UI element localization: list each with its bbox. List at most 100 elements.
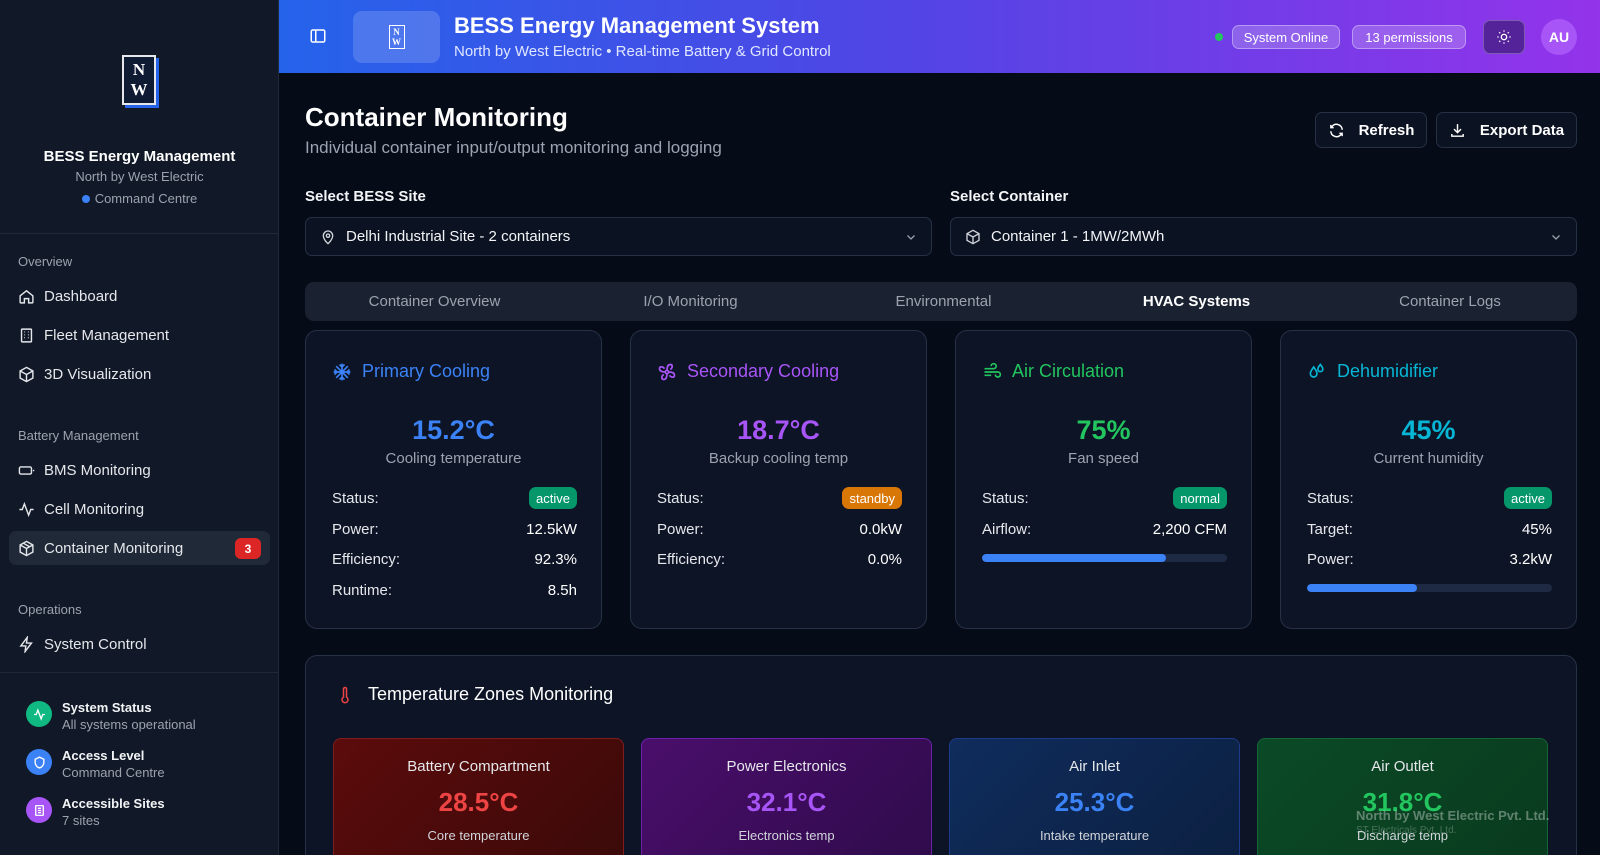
tab-container-logs[interactable]: Container Logs: [1399, 293, 1501, 310]
sidebar-item-label: BMS Monitoring: [44, 461, 151, 479]
tab-io-monitoring[interactable]: I/O Monitoring: [643, 293, 738, 310]
access-level-info: Access Level Command Centre: [26, 747, 165, 781]
card-value: 18.7°C: [737, 415, 820, 445]
zones-title: Temperature Zones Monitoring: [336, 684, 613, 705]
brand-block: N W BESS Energy Management North by West…: [0, 0, 279, 234]
power-row: Power: 0.0kW: [657, 518, 902, 540]
card-value: 15.2°C: [412, 415, 495, 445]
row-label: Power:: [332, 520, 379, 538]
user-avatar[interactable]: AU: [1541, 19, 1577, 55]
air-circulation-card: Air Circulation 75% Fan speed Status: nor…: [955, 330, 1252, 629]
tab-hvac-systems[interactable]: HVAC Systems: [1142, 293, 1251, 310]
page-title: Container Monitoring: [305, 102, 568, 132]
fan-speed-progress-bar: [982, 554, 1227, 562]
zone-name: Battery Compartment: [407, 758, 550, 775]
zone-name: Power Electronics: [726, 758, 847, 775]
sun-icon: [1497, 30, 1511, 44]
watermark-line: North by West Electric Pvt. Ltd.: [1356, 808, 1550, 823]
row-value: 8.5h: [547, 581, 577, 599]
status-badge: active: [529, 487, 577, 509]
airflow-row: Airflow: 2,200 CFM: [982, 518, 1227, 540]
status-row: Status: active: [332, 487, 577, 509]
status-row: Status: active: [1307, 487, 1552, 509]
row-label: Efficiency:: [657, 550, 726, 568]
row-value: 12.5kW: [526, 520, 577, 538]
row-value: 0.0%: [867, 550, 902, 568]
sidebar-item-label: Cell Monitoring: [44, 500, 145, 518]
status-badge: normal: [1173, 487, 1227, 509]
refresh-label: Refresh: [1358, 121, 1415, 139]
card-value: 45%: [1401, 415, 1456, 445]
logo-letter-n: N: [393, 27, 400, 37]
sidebar-item-label: 3D Visualization: [44, 365, 152, 383]
container-select[interactable]: Container 1 - 1MW/2MWh: [950, 217, 1577, 256]
card-value: 75%: [1076, 415, 1131, 445]
card-value-label: Backup cooling temp: [708, 450, 849, 467]
status-badge: active: [1504, 487, 1552, 509]
temperature-zones-panel: Temperature Zones Monitoring Battery Com…: [305, 655, 1577, 855]
tab-container-overview[interactable]: Container Overview: [368, 293, 501, 310]
footer-title: Access Level: [62, 748, 145, 763]
page-subtitle: Individual container input/output monito…: [305, 138, 722, 157]
status-badge: standby: [842, 487, 902, 509]
sidebar-item-label: Fleet Management: [44, 326, 170, 344]
system-online-badge: System Online: [1232, 25, 1340, 49]
card-value-label: Current humidity: [1373, 450, 1484, 467]
zone-value: 31.8°C: [1362, 787, 1443, 817]
zone-value: 32.1°C: [746, 787, 827, 817]
card-title-label: Dehumidifier: [1337, 361, 1439, 381]
sidebar-item-cell-monitoring[interactable]: Cell Monitoring: [9, 492, 270, 526]
chevron-down-icon: [907, 235, 915, 240]
activity-icon: [19, 501, 34, 517]
permissions-badge: 13 permissions: [1352, 25, 1466, 49]
sidebar-item-3d-visualization[interactable]: 3D Visualization: [9, 357, 270, 391]
building-icon: [20, 327, 33, 343]
wind-icon: [984, 362, 1002, 378]
row-label: Status:: [657, 489, 704, 507]
sidebar-toggle-icon[interactable]: [309, 27, 327, 45]
system-status-info: System Status All systems operational: [26, 699, 196, 733]
notification-badge: 3: [235, 538, 261, 559]
activity-icon: [26, 701, 52, 727]
chevron-down-icon: [1552, 235, 1560, 240]
nav-section-operations: Operations: [18, 602, 82, 617]
sidebar-item-label: Dashboard: [44, 287, 118, 305]
battery-icon: [18, 465, 35, 475]
refresh-button[interactable]: Refresh: [1315, 112, 1427, 148]
card-value-label: Cooling temperature: [385, 450, 522, 467]
sidebar-footer: System Status All systems operational Acc…: [0, 672, 279, 855]
zone-air-outlet: Air Outlet 31.8°C Discharge temp: [1257, 738, 1548, 855]
container-select-value: Container 1 - 1MW/2MWh: [991, 228, 1165, 245]
site-select[interactable]: Delhi Industrial Site - 2 containers: [305, 217, 932, 256]
export-data-button[interactable]: Export Data: [1436, 112, 1577, 148]
shield-icon: [26, 749, 52, 775]
watermark: North by West Electric Pvt. Ltd. ST Elec…: [1356, 808, 1549, 838]
brand-centre-label: Command Centre: [94, 191, 198, 206]
sidebar-item-system-control[interactable]: System Control: [9, 627, 270, 661]
sidebar-item-fleet-management[interactable]: Fleet Management: [9, 318, 270, 352]
zone-name: Air Inlet: [1069, 758, 1120, 775]
row-label: Power:: [1307, 550, 1354, 568]
sidebar-item-label: Container Monitoring: [44, 539, 184, 557]
row-value: 2,200 CFM: [1152, 520, 1227, 538]
sidebar-item-bms-monitoring[interactable]: BMS Monitoring: [9, 453, 270, 487]
tab-environmental[interactable]: Environmental: [895, 293, 992, 310]
sidebar-item-container-monitoring[interactable]: Container Monitoring 3: [9, 531, 270, 565]
row-label: Airflow:: [982, 520, 1032, 538]
status-dot: [81, 195, 90, 203]
theme-toggle-button[interactable]: [1483, 20, 1525, 54]
refresh-icon: [1329, 123, 1343, 137]
nav-section-battery: Battery Management: [18, 428, 139, 443]
row-label: Runtime:: [332, 581, 393, 599]
snowflake-icon: [333, 363, 351, 380]
target-row: Target: 45%: [1307, 518, 1552, 540]
sidebar-item-dashboard[interactable]: Dashboard: [9, 279, 270, 313]
row-value: 92.3%: [534, 550, 577, 568]
row-label: Target:: [1307, 520, 1353, 538]
efficiency-row: Efficiency: 92.3%: [332, 548, 577, 570]
humidity-progress-bar: [1307, 584, 1552, 592]
zone-subtitle: Electronics temp: [738, 828, 835, 843]
site-select-value: Delhi Industrial Site - 2 containers: [346, 228, 571, 245]
app-subtitle: North by West Electric • Real-time Batte…: [454, 43, 831, 60]
